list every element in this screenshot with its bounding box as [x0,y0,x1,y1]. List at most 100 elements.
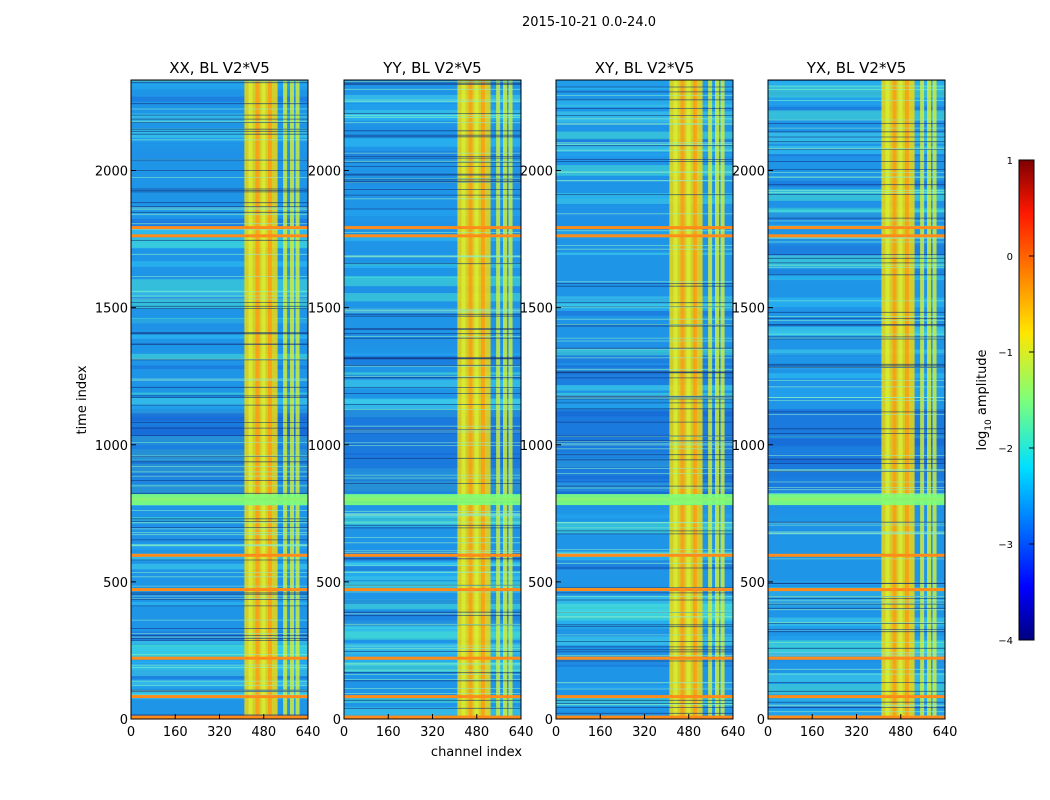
hot-channel-stripe [480,80,485,719]
figure-title: 2015-10-21 0.0-24.0 [522,15,656,30]
x-tick-label: 320 [420,725,445,740]
heatmap-texture [768,448,945,454]
panel-title: XY, BL V2*V5 [595,59,695,77]
heatmap-texture [344,138,521,147]
hot-channel-stripe [255,80,260,719]
heatmap-texture [556,595,733,607]
x-tick-label: 320 [844,725,869,740]
flagged-row [768,656,945,660]
heatmap-texture [131,319,308,330]
flagged-row [768,695,945,699]
heatmap-texture [556,193,733,204]
heatmap-texture [344,516,521,525]
x-tick-label: 0 [764,725,772,740]
heatmap-texture [556,560,733,570]
heatmap-texture [131,150,308,162]
heatmap-texture [768,86,945,98]
y-axis-label: time index [75,365,90,434]
heatmap-texture [131,128,308,138]
flagged-row [556,588,733,592]
heatmap-texture [131,261,308,267]
heatmap-texture [344,408,521,417]
y-tick-label: 1000 [520,439,553,454]
y-tick-label: 500 [316,576,341,591]
heatmap-texture [768,189,945,201]
flagged-row [556,234,733,238]
heatmap-texture [344,472,521,479]
heatmap-texture [556,365,733,375]
heatmap-texture [556,469,733,481]
heatmap-texture [344,599,521,610]
heatmap-texture [556,482,733,492]
panel-title: YY, BL V2*V5 [382,59,481,77]
heatmap-texture [131,279,308,292]
heatmap-low-region [556,409,733,495]
y-tick-label: 500 [103,576,128,591]
hot-channel-stripe [283,80,288,719]
flagged-row [556,553,733,557]
flagged-row [131,494,308,506]
heatmap-texture [131,484,308,495]
heatmap-texture [768,212,945,221]
heatmap-texture [131,81,308,90]
heatmap-low-region [344,409,521,495]
heatmap-texture [344,576,521,581]
heatmap-texture [131,436,308,446]
hot-channel-stripe [708,80,713,719]
heatmap-texture [344,94,521,103]
heatmap-texture [131,353,308,359]
hot-channel-stripe [474,80,479,719]
heatmap-texture [556,489,733,499]
heatmap-texture [768,221,945,224]
heatmap-texture [768,349,945,355]
flagged-row [131,226,308,230]
panel-title: YX, BL V2*V5 [806,59,907,77]
heatmap-texture [556,215,733,227]
heatmap-texture [131,392,308,395]
heatmap-texture [344,107,521,112]
hot-channel-stripe [927,80,932,719]
hot-channel-stripe [904,80,909,719]
colorbar-label: log10 amplitude [975,349,994,450]
heatmap-texture [344,372,521,376]
heatmap-texture [131,563,308,570]
panel-title: XX, BL V2*V5 [169,59,270,77]
heatmap-texture [768,186,945,191]
heatmap-texture [556,475,733,479]
y-tick-label: 1500 [95,302,128,317]
heatmap-texture [768,256,945,267]
x-axis-label: channel index [431,745,522,760]
flagged-row [768,494,945,506]
hot-channel-stripe [686,80,691,719]
heatmap-texture [344,234,521,242]
heatmap-texture [344,221,521,227]
x-tick-label: 160 [800,725,825,740]
heatmap-texture [344,265,521,268]
y-tick-label: 1000 [732,439,765,454]
heatmap-texture [556,657,733,667]
flagged-row [556,656,733,660]
hot-channel-stripe [673,80,678,719]
heatmap-texture [556,309,733,316]
x-tick-label: 160 [588,725,613,740]
heatmap-texture [768,527,945,537]
heatmap-texture [556,408,733,417]
heatmap-texture [768,269,945,275]
heatmap-texture [768,199,945,209]
heatmap-texture [131,464,308,474]
y-tick-label: 1000 [308,439,341,454]
heatmap-texture [344,110,521,118]
heatmap-texture [344,356,521,365]
hot-channel-stripe [920,80,925,719]
heatmap-texture [556,685,733,689]
heatmap-texture [344,287,521,298]
heatmap-texture [768,300,945,307]
heatmap-low-region [131,409,308,495]
heatmap-texture [768,105,945,112]
heatmap-texture [131,646,308,655]
heatmap-texture [556,138,733,144]
heatmap-texture [131,665,308,677]
x-tick-label: 160 [163,725,188,740]
heatmap-texture [768,180,945,191]
